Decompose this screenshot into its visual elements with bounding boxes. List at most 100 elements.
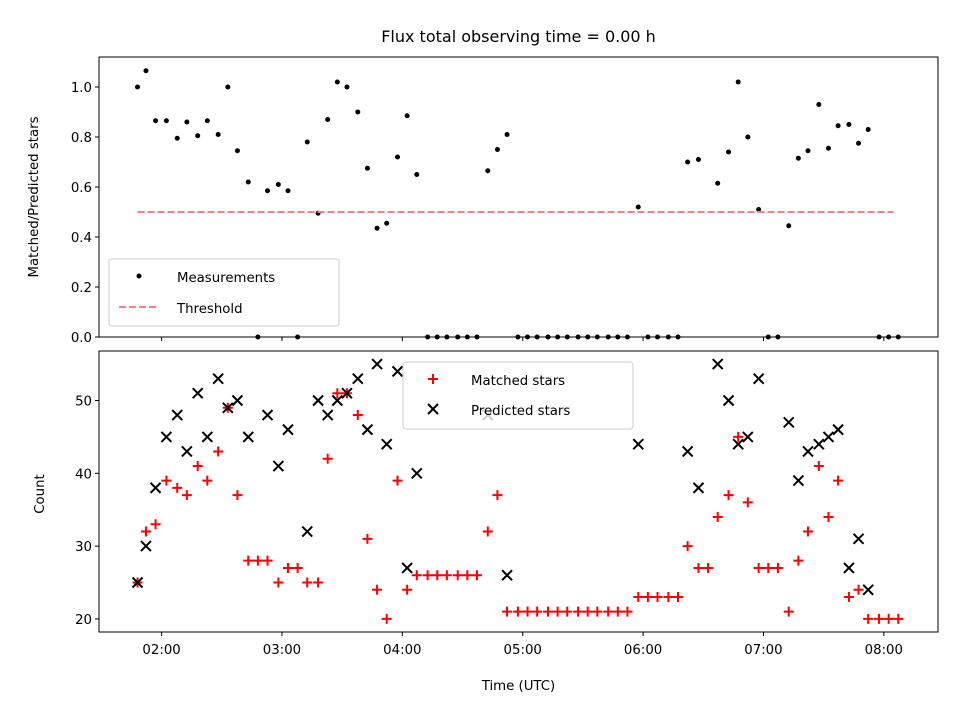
matched-stars-point [763,562,774,573]
legend-matched-label: Matched stars [471,374,565,389]
measurement-point [685,159,691,165]
matched-stars-point [552,606,563,617]
measurement-point [494,147,500,152]
matched-stars-point [883,613,894,624]
count-panel: 20 30 40 50 02:00 03:00 04:00 05:00 06:00 07:00 08… [33,350,939,694]
matched-stars-point [612,606,623,617]
count-plot-frame [98,350,939,633]
predicted-stars-point [322,409,334,421]
matched-stars-point [863,613,874,624]
measurement-point [174,135,180,141]
matched-stars-point [893,613,904,624]
matched-stars-point [833,475,844,486]
matched-stars-point [313,577,324,588]
predicted-stars-point [222,402,234,414]
matched-stars-point [542,606,553,617]
y-tick-label: 20 [75,613,92,628]
predicted-stars-point [712,358,724,370]
measurement-point [384,220,390,226]
matched-stars-point [352,410,363,421]
ratio-legend: Measurements Threshold [108,258,340,327]
matched-stars-point [243,555,254,566]
predicted-stars-point [783,416,795,429]
y-tick-label: 40 [75,467,92,482]
measurement-point [735,79,741,85]
matched-stars-point [783,606,794,617]
matched-stars-point [633,592,644,603]
predicted-stars-point [361,423,374,436]
count-marks [131,358,904,624]
matched-stars-point [402,584,413,595]
matched-stars-point [703,562,714,573]
predicted-stars-point [843,562,855,574]
matched-stars-point [802,526,813,537]
x-tick-label: 08:00 [865,643,903,658]
matched-stars-point [652,592,663,603]
predicted-stars-point [802,445,814,458]
matched-stars-point [471,570,482,581]
matched-stars-point [502,606,513,617]
predicted-stars-point [312,394,324,407]
matched-stars-point [282,562,293,573]
measurement-point [304,139,310,145]
y-tick-label: 50 [75,395,92,410]
measurement-point [726,149,732,155]
y-tick-label: 0.6 [71,181,92,196]
matched-stars-point [202,475,213,486]
legend-predicted-marker [427,403,439,415]
matched-stars-point [302,577,313,588]
measurement-point [195,133,201,139]
matched-stars-point [362,533,373,544]
predicted-stars-point [352,372,364,385]
predicted-stars-point [742,431,754,443]
predicted-stars-point [722,394,735,407]
y-tick-label: 0.2 [71,281,92,296]
matched-stars-point [232,490,243,501]
measurement-point [325,117,331,122]
ratio-y-axis-label: Matched/Predicted stars [27,116,42,277]
measurement-point [485,168,491,174]
matched-stars-point [793,555,804,566]
matched-stars-point [262,555,273,566]
matched-stars-point [432,570,443,581]
matched-stars-point [853,584,864,595]
matched-stars-point [482,526,493,537]
measurement-point [143,68,149,74]
matched-stars-point [172,482,183,493]
predicted-stars-point [331,394,344,407]
measurement-point [805,148,811,154]
matched-stars-point [252,555,263,566]
predicted-stars-point [272,460,285,472]
predicted-stars-point [371,358,383,370]
measurement-point [795,155,801,161]
ratio-legend-box [108,258,340,327]
predicted-stars-point [411,467,423,480]
matched-stars-point [772,562,783,573]
y-tick-label: 0.8 [71,131,92,146]
chart-title: Flux total observing time = 0.00 h [381,27,656,46]
predicted-stars-point [140,540,152,552]
matched-stars-point [213,446,224,457]
matched-stars-point [273,577,284,588]
matched-stars-point [672,592,683,603]
predicted-stars-point [282,423,294,436]
measurement-point [816,102,822,107]
matched-stars-point [813,461,824,472]
measurement-point [414,172,420,177]
predicted-stars-point [391,365,404,378]
matched-stars-point [582,606,593,617]
measurement-point [245,179,251,185]
predicted-stars-point [149,482,162,494]
measurement-point [355,109,361,115]
matched-stars-point [693,562,704,573]
x-tick-label: 06:00 [624,643,662,658]
measurement-point [865,127,871,132]
legend-matched-marker [428,374,438,384]
predicted-stars-point [231,394,244,407]
count-legend-box [402,361,634,430]
ratio-plot-frame [98,56,939,338]
predicted-stars-point [131,576,144,589]
matched-stars-point [742,497,753,508]
matched-stars-point [332,388,343,399]
